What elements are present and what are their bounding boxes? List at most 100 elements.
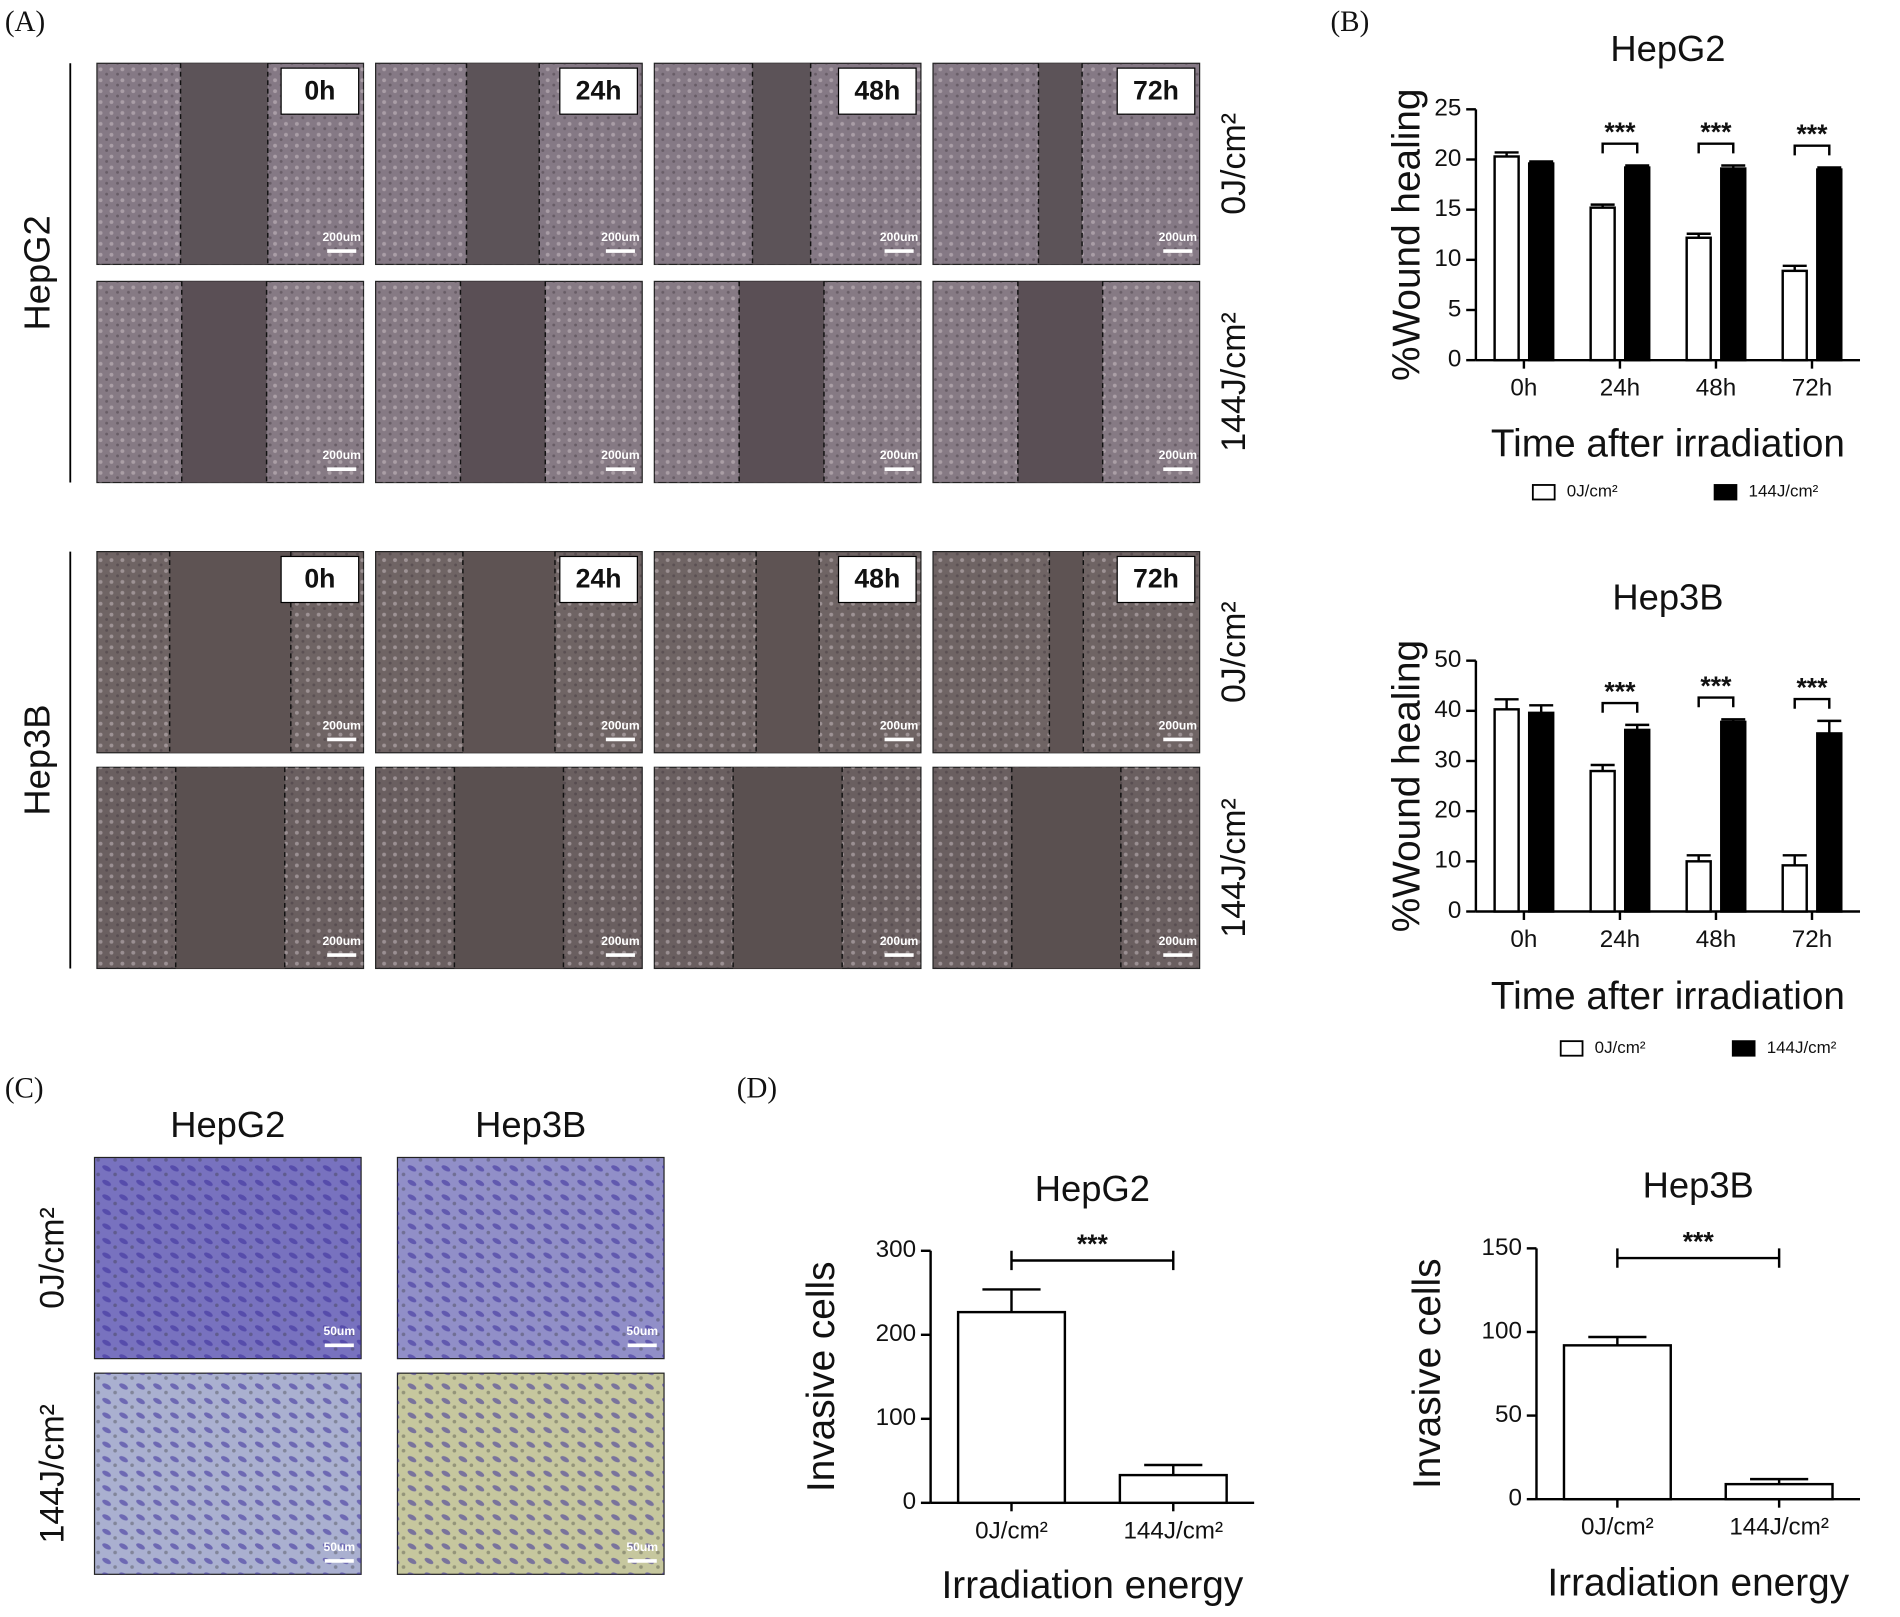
panel-label: (D) — [737, 1073, 777, 1105]
y-axis-label: Invasive cells — [1406, 1259, 1449, 1490]
time-box — [280, 555, 360, 604]
bar — [1118, 1473, 1228, 1505]
bar — [1624, 728, 1651, 913]
bar — [1527, 711, 1555, 913]
y-tick-label: 0 — [903, 1488, 916, 1515]
error-bar — [1590, 203, 1615, 208]
error-bar — [1625, 723, 1650, 730]
legend-swatch — [1731, 1040, 1756, 1057]
bar — [1720, 720, 1747, 913]
scale-bar-label: 200um — [1159, 718, 1198, 732]
error-bar — [1750, 1477, 1809, 1485]
panel-label: (C) — [5, 1073, 44, 1105]
wound-area — [739, 281, 824, 483]
bar — [1589, 206, 1616, 362]
error-bar — [1721, 718, 1746, 722]
error-bar — [1686, 232, 1711, 238]
error-bar — [1782, 264, 1807, 271]
legend-label: 0J/cm² — [1567, 482, 1618, 501]
significance-bracket — [1793, 144, 1831, 156]
x-tick-label: 0h — [1510, 926, 1537, 953]
x-tick-label: 72h — [1792, 926, 1832, 953]
texture — [94, 1157, 362, 1359]
bar — [1527, 162, 1555, 362]
scale-bar-label: 200um — [323, 934, 362, 948]
wound-area — [756, 551, 820, 753]
error-bar — [1625, 164, 1650, 168]
y-tick-label: 10 — [1434, 847, 1461, 874]
column-label: HepG2 — [170, 1104, 285, 1145]
error-bar — [1494, 151, 1519, 157]
bar — [1816, 168, 1843, 362]
error-bar — [1817, 166, 1842, 170]
x-tick-label: 24h — [1600, 375, 1640, 402]
cell-line-label: Hep3B — [17, 704, 58, 815]
wound-area — [466, 63, 540, 265]
time-label: 0h — [304, 75, 335, 105]
significance-label: *** — [1700, 671, 1732, 701]
cell-line-label: HepG2 — [17, 215, 58, 330]
y-tick-label: 10 — [1434, 245, 1461, 272]
time-box — [1116, 67, 1196, 115]
time-box — [837, 67, 917, 115]
chart-title: Hep3B — [1612, 577, 1723, 618]
x-axis-label: Time after irradiation — [1491, 422, 1845, 465]
wound-area — [175, 767, 285, 969]
x-axis-label: Irradiation energy — [1547, 1561, 1849, 1604]
scale-bar-label: 200um — [323, 230, 362, 244]
column-label: Hep3B — [475, 1104, 586, 1145]
y-tick-label: 30 — [1434, 746, 1461, 773]
error-bar — [1588, 1335, 1647, 1346]
significance-bracket — [1601, 701, 1639, 713]
y-tick-label: 20 — [1434, 145, 1461, 172]
time-label: 24h — [576, 75, 622, 105]
significance-bracket — [1793, 697, 1831, 709]
scale-bar-label: 200um — [880, 448, 919, 462]
y-tick-label: 5 — [1448, 295, 1461, 322]
significance-label: *** — [1683, 1227, 1715, 1257]
y-tick-label: 50 — [1495, 1401, 1522, 1428]
scale-bar-label: 200um — [880, 230, 919, 244]
legend-label: 144J/cm² — [1767, 1038, 1837, 1057]
y-axis-label: %Wound healing — [1385, 640, 1428, 932]
wound-area — [752, 63, 811, 265]
error-bar — [1721, 164, 1746, 169]
significance-label: *** — [1077, 1229, 1109, 1259]
y-tick-label: 50 — [1434, 646, 1461, 673]
bar — [1685, 860, 1712, 913]
time-box — [559, 67, 638, 115]
dose-label: 144J/cm² — [1215, 798, 1253, 937]
time-label: 48h — [854, 564, 900, 594]
bar — [1781, 864, 1808, 913]
bar — [1589, 769, 1616, 913]
time-label: 72h — [1133, 564, 1179, 594]
error-bar — [1782, 854, 1807, 866]
texture — [397, 1373, 665, 1575]
dose-label: 144J/cm² — [33, 1404, 71, 1543]
panel-label: (A) — [5, 6, 45, 38]
scale-bar-label: 200um — [880, 718, 919, 732]
error-bar — [1494, 698, 1519, 710]
x-tick-label: 144J/cm² — [1123, 1517, 1223, 1544]
x-tick-label: 24h — [1600, 926, 1640, 953]
x-tick-label: 48h — [1696, 375, 1736, 402]
legend-label: 0J/cm² — [1595, 1038, 1646, 1057]
scale-bar-label: 200um — [1159, 934, 1198, 948]
legend-swatch — [1531, 484, 1556, 501]
significance-label: *** — [1796, 119, 1828, 149]
y-tick-label: 300 — [876, 1236, 916, 1263]
x-tick-label: 0h — [1510, 375, 1537, 402]
scale-bar-label: 50um — [323, 1324, 355, 1338]
wound-area — [1011, 767, 1121, 969]
x-tick-label: 144J/cm² — [1729, 1514, 1829, 1541]
dose-label: 0J/cm² — [1215, 113, 1253, 215]
time-label: 48h — [854, 75, 900, 105]
wound-area — [460, 281, 546, 483]
significance-label: *** — [1604, 676, 1636, 706]
error-bar — [1529, 704, 1554, 713]
x-tick-label: 48h — [1696, 926, 1736, 953]
wound-area — [733, 767, 843, 969]
y-axis-label: %Wound healing — [1385, 89, 1428, 381]
wound-area — [169, 551, 291, 753]
time-box — [559, 555, 638, 604]
